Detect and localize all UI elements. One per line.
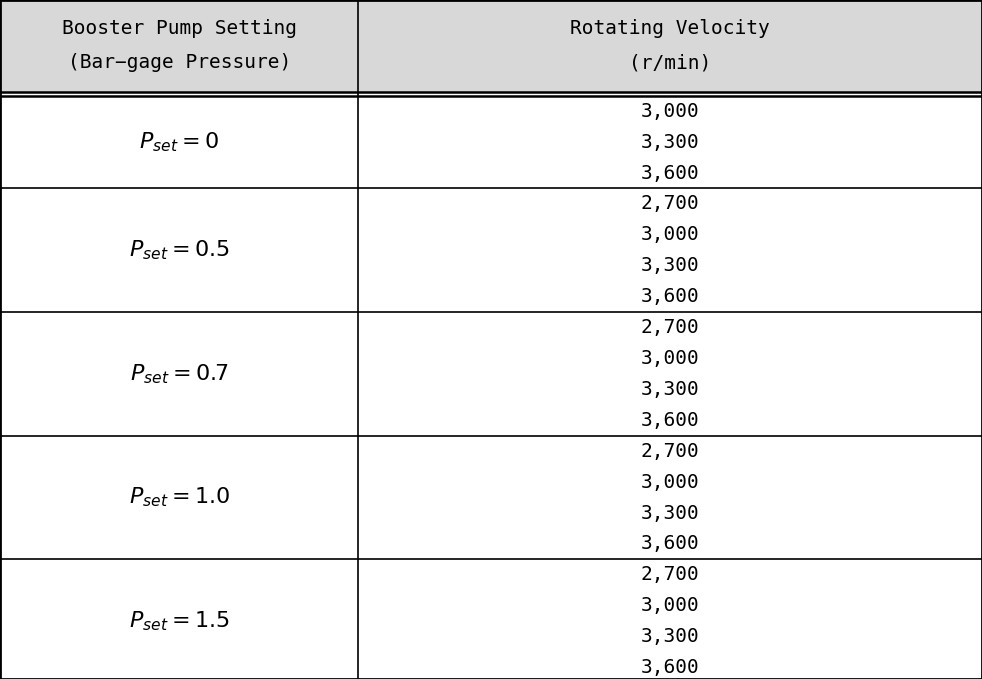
Text: 3,600: 3,600 bbox=[641, 164, 699, 183]
Text: 3,300: 3,300 bbox=[641, 627, 699, 646]
Bar bbox=[0, 0, 982, 92]
Text: 3,600: 3,600 bbox=[641, 287, 699, 306]
Text: 3,000: 3,000 bbox=[641, 473, 699, 492]
Text: $P_{set} = 0$: $P_{set} = 0$ bbox=[139, 130, 219, 154]
Text: 3,300: 3,300 bbox=[641, 380, 699, 399]
Text: Booster Pump Setting: Booster Pump Setting bbox=[62, 20, 297, 38]
Text: $P_{set} = 0.7$: $P_{set} = 0.7$ bbox=[130, 362, 229, 386]
Text: 3,000: 3,000 bbox=[641, 596, 699, 615]
Text: 3,300: 3,300 bbox=[641, 504, 699, 523]
Text: $P_{set} = 1.5$: $P_{set} = 1.5$ bbox=[129, 610, 230, 633]
Text: 3,300: 3,300 bbox=[641, 256, 699, 275]
Text: 3,000: 3,000 bbox=[641, 225, 699, 244]
Text: $P_{set} = 1.0$: $P_{set} = 1.0$ bbox=[129, 485, 230, 509]
Text: (r/min): (r/min) bbox=[629, 54, 711, 72]
Text: 2,700: 2,700 bbox=[641, 442, 699, 461]
Text: 2,700: 2,700 bbox=[641, 566, 699, 585]
Text: 2,700: 2,700 bbox=[641, 318, 699, 337]
Text: 2,700: 2,700 bbox=[641, 194, 699, 213]
Text: $P_{set} = 0.5$: $P_{set} = 0.5$ bbox=[129, 238, 230, 262]
Text: 3,600: 3,600 bbox=[641, 411, 699, 430]
Text: 3,600: 3,600 bbox=[641, 534, 699, 553]
Text: (Bar−gage Pressure): (Bar−gage Pressure) bbox=[68, 54, 291, 72]
Text: 3,000: 3,000 bbox=[641, 349, 699, 368]
Text: 3,000: 3,000 bbox=[641, 102, 699, 121]
Text: 3,600: 3,600 bbox=[641, 658, 699, 677]
Text: 3,300: 3,300 bbox=[641, 132, 699, 151]
Text: Rotating Velocity: Rotating Velocity bbox=[571, 20, 770, 38]
